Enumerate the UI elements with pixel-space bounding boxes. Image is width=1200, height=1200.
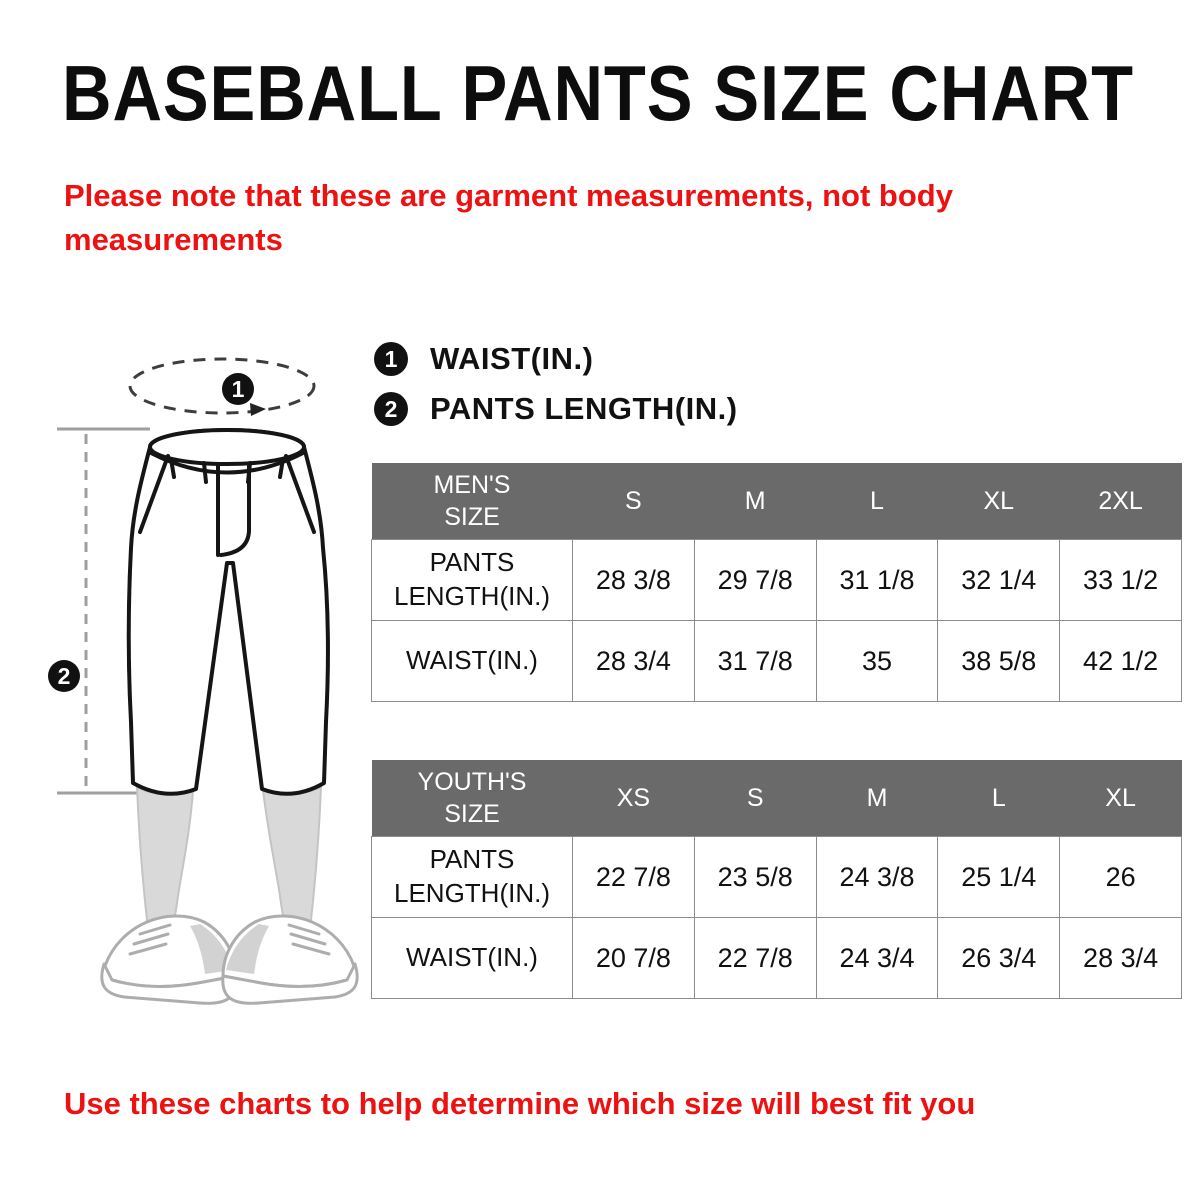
fly-seam [216,464,251,557]
size-column-header: L [937,760,1060,837]
youths-table-title-cell: YOUTH'S SIZE [371,760,573,837]
marker-2-badge: 2 [48,660,80,692]
size-column-header: XS [572,760,695,837]
arrow-icon [250,403,266,416]
table-row-waist: WAIST(IN.) 28 3/4 31 7/8 35 38 5/8 42 1/… [371,620,1182,702]
sock-left [135,785,195,929]
row-label: WAIST(IN.) [406,942,538,973]
value-cell: 22 7/8 [693,917,817,999]
value-cell: 35 [815,620,939,702]
value-cell: 28 3/4 [1059,917,1182,999]
svg-text:1: 1 [232,376,245,402]
size-column-header: S [694,760,817,837]
row-label-cell: PANTS LENGTH(IN.) [371,836,573,918]
size-column-header: XL [1059,760,1182,837]
value-cell: 26 3/4 [937,917,1061,999]
legend-item-length: 2 PANTS LENGTH(IN.) [374,391,738,427]
value-cell: 24 3/4 [815,917,939,999]
pants-diagram: 1 2 [48,357,359,1005]
value-cell: 29 7/8 [693,539,817,621]
row-label-cell: WAIST(IN.) [371,620,573,702]
row-label: PANTS LENGTH(IN.) [394,547,550,611]
waistband-seam [149,451,305,475]
shoe-right-icon [221,914,359,1005]
row-label-cell: PANTS LENGTH(IN.) [371,539,573,621]
row-label-cell: WAIST(IN.) [371,917,573,999]
mens-table-title: MEN'S SIZE [433,470,511,532]
youths-table-title: YOUTH'S SIZE [417,767,527,829]
value-cell: 24 3/8 [815,836,939,918]
footer-note: Use these charts to help determine which… [64,1086,976,1121]
measurement-legend: 1 WAIST(IN.) 2 PANTS LENGTH(IN.) [374,341,738,441]
row-label: PANTS LENGTH(IN.) [394,844,550,908]
waist-measure-ellipse [128,357,316,416]
value-cell: 32 1/4 [937,539,1061,621]
value-cell: 22 7/8 [572,836,695,918]
legend-label-length: PANTS LENGTH(IN.) [430,391,738,426]
sock-right [261,785,323,929]
table-row-pants-length: PANTS LENGTH(IN.) 28 3/8 29 7/8 31 1/8 3… [371,539,1182,621]
waistband-opening [148,428,306,466]
size-column-header: L [816,463,938,540]
size-column-header: XL [937,463,1060,540]
svg-text:2: 2 [58,663,71,689]
page-title-text: BASEBALL PANTS SIZE CHART [62,49,1134,137]
value-cell: 28 3/4 [572,620,695,702]
marker-1-badge: 1 [222,373,254,405]
value-cell: 26 [1059,836,1182,918]
value-cell: 23 5/8 [693,836,817,918]
size-column-header: 2XL [1059,463,1182,540]
value-cell: 31 1/8 [815,539,939,621]
value-cell: 33 1/2 [1059,539,1182,621]
page-title: BASEBALL PANTS SIZE CHART [62,48,1200,139]
youths-header-row: YOUTH'S SIZE XS S M L XL [371,760,1182,837]
marker-2-icon: 2 [374,392,408,426]
value-cell: 42 1/2 [1059,620,1182,702]
legend-item-waist: 1 WAIST(IN.) [374,341,738,377]
size-column-header: M [694,463,817,540]
legend-label-waist: WAIST(IN.) [430,341,594,376]
value-cell: 31 7/8 [693,620,817,702]
mens-table-title-cell: MEN'S SIZE [371,463,573,540]
row-label: WAIST(IN.) [406,645,538,676]
table-row-waist: WAIST(IN.) 20 7/8 22 7/8 24 3/4 26 3/4 2… [371,917,1182,999]
value-cell: 25 1/4 [937,836,1061,918]
belt-loops [169,457,285,484]
value-cell: 38 5/8 [937,620,1061,702]
value-cell: 20 7/8 [572,917,695,999]
length-measure-line [57,427,152,795]
mens-size-table: MEN'S SIZE S M L XL 2XL PANTS LENGTH(IN.… [371,463,1182,702]
value-cell: 28 3/8 [572,539,695,621]
socks [135,785,323,929]
mens-header-row: MEN'S SIZE S M L XL 2XL [371,463,1182,540]
measurement-note: Please note that these are garment measu… [64,178,953,258]
shoe-left-icon [100,914,238,1005]
youths-size-table: YOUTH'S SIZE XS S M L XL PANTS LENGTH(IN… [371,760,1182,999]
size-column-header: M [816,760,938,837]
pocket-seams [138,454,316,534]
marker-1-icon: 1 [374,342,408,376]
size-column-header: S [572,463,695,540]
pants-outline [126,428,330,796]
table-row-pants-length: PANTS LENGTH(IN.) 22 7/8 23 5/8 24 3/8 2… [371,836,1182,918]
